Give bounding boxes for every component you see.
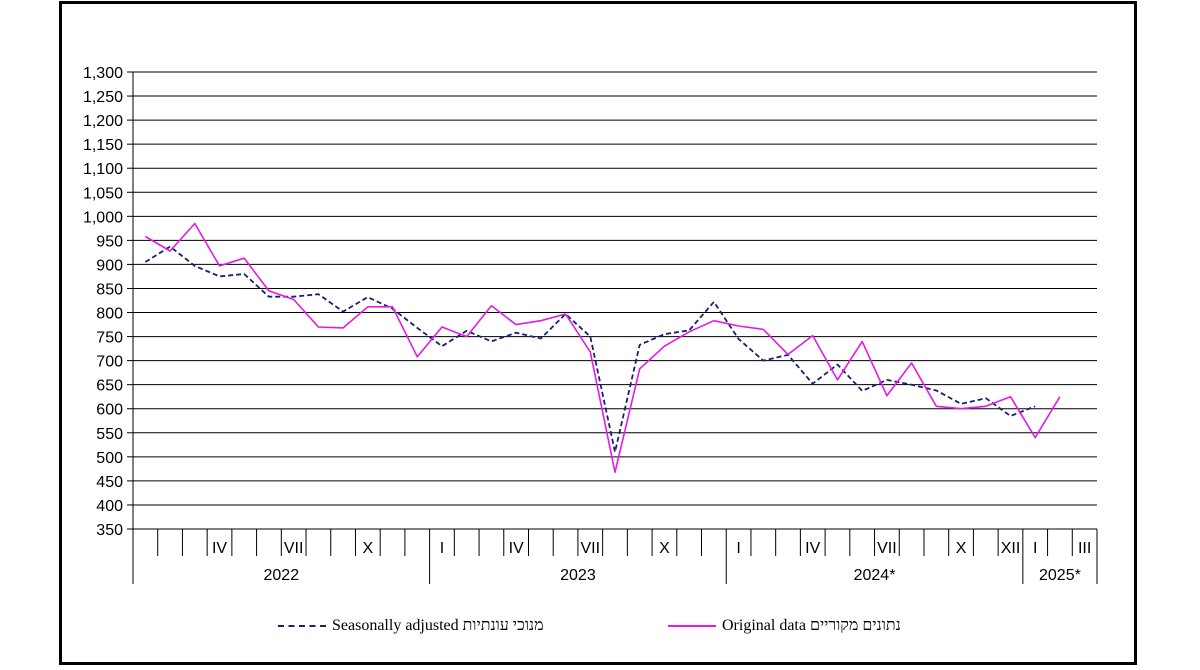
y-tick-label-1150: 1,150 [83, 137, 123, 154]
x-month-label-VII-2023: VII [581, 540, 601, 557]
x-month-label-VII-2022: VII [284, 540, 304, 557]
legend-original-data: Original data נתונים מקוריים [668, 617, 901, 635]
y-tick-label-1100: 1,100 [83, 161, 123, 178]
x-month-label-I-2023: I [440, 540, 444, 557]
y-tick-label-550: 550 [96, 426, 123, 443]
x-month-label-IV-2024: IV [805, 540, 820, 557]
x-month-label-IV-2022: IV [212, 540, 227, 557]
x-month-label-VII-2024: VII [877, 540, 897, 557]
legend-original-data-label: Original data נתונים מקוריים [722, 617, 901, 634]
chart-frame [59, 1, 1137, 665]
x-month-label-III-2025: III [1078, 540, 1091, 557]
x-year-label-2025*: 2025* [1039, 567, 1081, 584]
x-month-label-X-2024: X [956, 540, 967, 557]
gridlines [133, 71, 1097, 530]
x-month-label-I-2024: I [736, 540, 740, 557]
x-month-label-IV-2023: IV [509, 540, 524, 557]
x-year-label-2024*: 2024* [854, 567, 896, 584]
axes [132, 72, 1098, 584]
y-tick-label-500: 500 [96, 450, 123, 467]
y-tick-label-400: 400 [96, 498, 123, 515]
legend-dashed-line-swatch [278, 625, 326, 627]
y-tick-label-1250: 1,250 [83, 89, 123, 106]
y-tick-label-350: 350 [96, 522, 123, 539]
y-tick-label-600: 600 [96, 402, 123, 419]
y-tick-label-1200: 1,200 [83, 113, 123, 130]
x-month-label-X-2022: X [362, 540, 373, 557]
series-lines [144, 222, 1061, 474]
y-tick-label-1300: 1,300 [83, 65, 123, 82]
x-month-label-I-2025: I [1033, 540, 1037, 557]
y-tick-label-900: 900 [96, 257, 123, 274]
y-tick-label-450: 450 [96, 474, 123, 491]
y-tick-label-700: 700 [96, 354, 123, 371]
y-axis-ticks: 350 400 450 500 550 600 650 700 750 800 850 900 950 1… [83, 65, 133, 539]
y-tick-label-750: 750 [96, 330, 123, 347]
y-tick-label-950: 950 [96, 233, 123, 250]
x-year-label-2022: 2022 [264, 567, 300, 584]
y-tick-label-1050: 1,050 [83, 185, 123, 202]
legend-solid-line-swatch [668, 625, 716, 627]
y-tick-label-650: 650 [96, 378, 123, 395]
x-month-label-XII-2024: XII [1001, 540, 1021, 557]
x-year-label-2023: 2023 [560, 567, 596, 584]
legend-seasonally-adjusted-label: Seasonally adjusted מנוכי עונתיות [332, 617, 544, 634]
y-tick-label-800: 800 [96, 306, 123, 323]
y-tick-label-850: 850 [96, 281, 123, 298]
series-line-original-data [144, 222, 1061, 474]
legend-seasonally-adjusted: Seasonally adjusted מנוכי עונתיות [278, 617, 544, 635]
y-tick-label-1000: 1,000 [83, 209, 123, 226]
x-month-label-X-2023: X [659, 540, 670, 557]
series-line-seasonally-adjusted [144, 245, 1036, 453]
